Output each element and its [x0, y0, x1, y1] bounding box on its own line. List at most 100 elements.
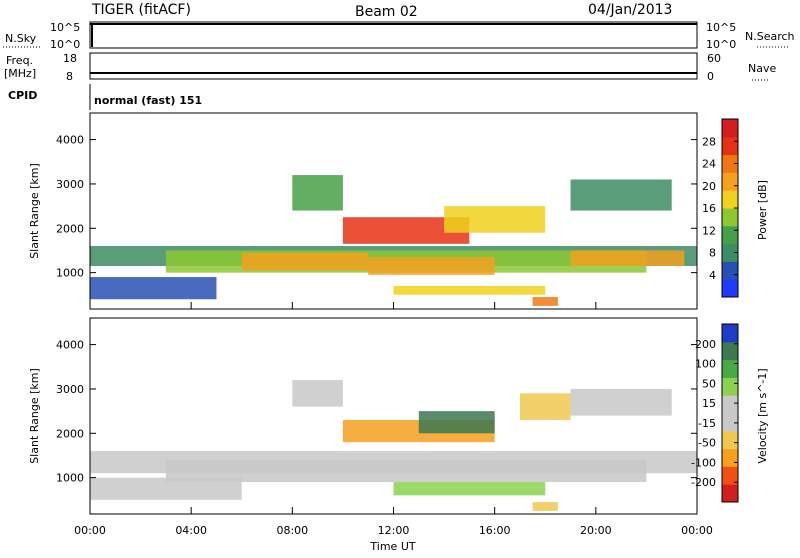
- freq-panel: [89, 52, 698, 80]
- colorbar-segment: [722, 324, 738, 343]
- power-region: [570, 250, 685, 266]
- nsky-label: N.Sky: [5, 32, 37, 45]
- nsearch-tick-top: 10^5: [706, 21, 736, 34]
- velocity-heatmap: [90, 380, 697, 511]
- beam-label: Beam 02: [355, 4, 418, 20]
- freq-tick-bottom: 8: [66, 70, 73, 83]
- colorbar-segment: [722, 243, 738, 262]
- colorbar-segment: [722, 413, 738, 432]
- x-tick-label: 20:00: [580, 524, 612, 537]
- power-y-ticks: 1000 2000 3000 4000: [56, 134, 697, 280]
- power-y-axis-label: Slant Range [km]: [28, 163, 41, 259]
- power-region: [532, 297, 558, 306]
- y-tick-label: 2000: [56, 427, 84, 440]
- velocity-region: [165, 459, 647, 483]
- colorbar-tick-label: 4: [709, 269, 716, 282]
- velocity-region: [519, 393, 571, 420]
- freq-tick-top: 18: [63, 52, 77, 65]
- nsky-tick-bottom: 10^0: [50, 38, 80, 51]
- colorbar-segment: [722, 395, 738, 414]
- power-region: [90, 277, 217, 300]
- y-tick-label: 1000: [56, 472, 84, 485]
- velocity-region: [393, 482, 546, 496]
- colorbar-segment: [722, 377, 738, 396]
- colorbar-segment: [722, 190, 738, 209]
- power-region: [570, 179, 672, 211]
- x-tick-label: 08:00: [276, 524, 308, 537]
- colorbar-tick-label: 50: [702, 377, 716, 390]
- power-region: [444, 206, 546, 233]
- colorbar-tick-label: 16: [702, 202, 716, 215]
- y-tick-label: 3000: [56, 383, 84, 396]
- nsearch-label: N.Search: [745, 30, 795, 43]
- velocity-region: [418, 411, 495, 434]
- velocity-y-axis-label: Slant Range [km]: [28, 368, 41, 464]
- colorbar-segment: [722, 172, 738, 191]
- power-region: [368, 257, 495, 275]
- colorbar-tick-label: 12: [702, 224, 716, 237]
- velocity-x-ticks: 00:00 04:00 08:00 12:00 16:00 20:00 00:00: [74, 507, 713, 537]
- colorbar-segment: [722, 359, 738, 378]
- power-region: [393, 285, 546, 295]
- colorbar-segment: [722, 208, 738, 227]
- cpid-label: CPID: [8, 89, 37, 102]
- station-title: TIGER (fitACF): [91, 2, 191, 18]
- colorbar-tick-label: -15: [698, 417, 716, 430]
- colorbar-tick-label: 100: [695, 358, 716, 371]
- nave-tick-bottom: 0: [707, 70, 714, 83]
- colorbar-tick-label: 15: [702, 397, 716, 410]
- velocity-panel: 1000 2000 3000 4000 00:00 04:00 08:00 12:00 16:…: [28, 317, 769, 553]
- velocity-colorbar: -200 -100 -50 -15 15 50 100 200: [691, 323, 739, 503]
- power-colorbar: 4 8 12 16 20 24 28: [702, 118, 739, 298]
- colorbar-segment: [722, 341, 738, 361]
- colorbar-segment: [722, 430, 738, 450]
- colorbar-tick-label: -100: [691, 456, 716, 469]
- time-axis-label: Time UT: [369, 540, 415, 553]
- colorbar-tick-label: 8: [709, 247, 716, 260]
- power-region: [292, 175, 343, 211]
- date-label: 04/Jan/2013: [588, 2, 672, 18]
- colorbar-tick-label: 24: [702, 158, 716, 171]
- power-panel: 1000 2000 3000 4000 Slant Range [km] 4 8 12 16…: [28, 112, 769, 310]
- velocity-region: [532, 502, 558, 511]
- x-tick-label: 00:00: [681, 524, 713, 537]
- velocity-region: [292, 380, 343, 407]
- power-region: [241, 252, 369, 271]
- colorbar-frame: [721, 323, 739, 503]
- colorbar-segment: [722, 448, 738, 467]
- colorbar-tick-label: 28: [702, 135, 716, 148]
- colorbar-tick-label: -200: [691, 476, 716, 489]
- y-tick-label: 3000: [56, 178, 84, 191]
- y-tick-label: 4000: [56, 134, 84, 147]
- freq-label: Freq.: [6, 54, 33, 67]
- power-colorbar-label: Power [dB]: [756, 180, 769, 240]
- y-tick-label: 2000: [56, 222, 84, 235]
- colorbar-segment: [722, 154, 738, 173]
- colorbar-segment: [722, 484, 738, 503]
- colorbar-tick-label: 200: [695, 338, 716, 351]
- x-tick-label: 00:00: [74, 524, 106, 537]
- freq-unit: [MHz]: [4, 67, 36, 80]
- x-tick-label: 04:00: [175, 524, 207, 537]
- colorbar-segment: [722, 225, 738, 245]
- x-tick-label: 12:00: [378, 524, 410, 537]
- nave-tick-top: 60: [707, 52, 721, 65]
- velocity-colorbar-label: Velocity [m s^-1]: [756, 368, 769, 463]
- velocity-y-ticks: 1000 2000 3000 4000: [56, 339, 697, 485]
- velocity-region: [570, 388, 672, 416]
- colorbar-segment: [722, 279, 738, 298]
- cpid-text: normal (fast) 151: [94, 94, 202, 107]
- colorbar-segment: [722, 466, 738, 485]
- nsky-panel: [89, 21, 698, 49]
- velocity-region: [90, 477, 242, 500]
- y-tick-label: 4000: [56, 339, 84, 352]
- colorbar-tick-label: 20: [702, 180, 716, 193]
- power-x-ticks: [89, 302, 698, 309]
- nsky-tick-top: 10^5: [50, 21, 80, 34]
- colorbar-segment: [722, 136, 738, 156]
- nsearch-tick-bottom: 10^0: [706, 38, 736, 51]
- nave-label: Nave: [748, 62, 776, 75]
- colorbar-segment: [722, 261, 738, 280]
- colorbar-segment: [722, 119, 738, 138]
